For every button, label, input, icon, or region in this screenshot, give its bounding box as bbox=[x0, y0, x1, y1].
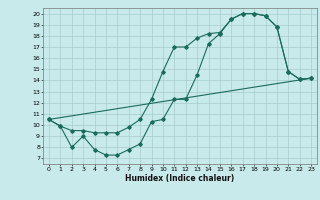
X-axis label: Humidex (Indice chaleur): Humidex (Indice chaleur) bbox=[125, 174, 235, 183]
